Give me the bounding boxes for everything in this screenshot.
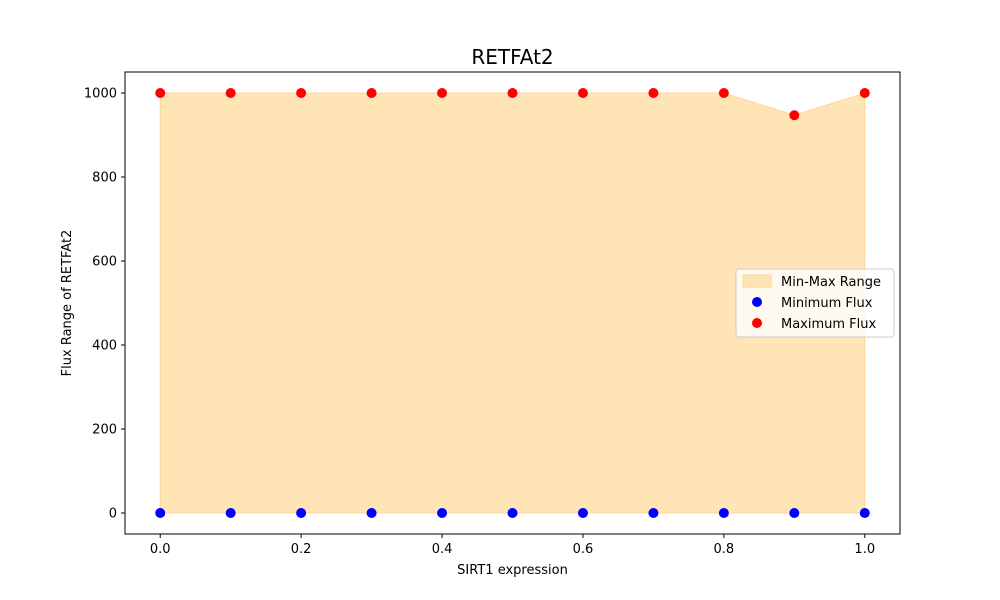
- y-tick-label: 600: [92, 255, 117, 270]
- maximum-flux-point: [155, 88, 166, 98]
- minimum-flux-point: [366, 508, 377, 518]
- x-tick-label: 0.2: [291, 542, 312, 557]
- y-tick-label: 800: [92, 171, 117, 186]
- maximum-flux-point: [225, 88, 236, 98]
- maximum-flux-point: [507, 88, 518, 98]
- minimum-flux-point: [296, 508, 307, 518]
- points-layer: [155, 88, 870, 518]
- x-tick-label: 0.6: [573, 542, 594, 557]
- legend: Min-Max Range Minimum Flux Maximum Flux: [735, 268, 895, 338]
- minimum-flux-point: [648, 508, 659, 518]
- y-tick-label: 200: [92, 423, 117, 438]
- plot-area-frame: [124, 71, 901, 535]
- y-axis-label: Flux Range of RETFAt2: [60, 230, 75, 377]
- minimum-flux-point: [859, 508, 870, 518]
- maximum-flux-point: [296, 88, 307, 98]
- legend-swatch-min-max-range: [742, 274, 772, 288]
- x-tick-label: 0.0: [150, 542, 171, 557]
- maximum-flux-point: [648, 88, 659, 98]
- legend-marker-minimum-flux: [752, 297, 762, 307]
- x-axis-label: SIRT1 expression: [457, 563, 568, 578]
- x-tick-label: 0.4: [432, 542, 453, 557]
- minimum-flux-point: [507, 508, 518, 518]
- minimum-flux-point: [718, 508, 729, 518]
- maximum-flux-point: [577, 88, 588, 98]
- maximum-flux-point: [859, 88, 870, 98]
- maximum-flux-point: [718, 88, 729, 98]
- y-tick-label: 400: [92, 339, 117, 354]
- minimum-flux-point: [437, 508, 448, 518]
- y-axis: 0 200 400 600 800 1000: [84, 87, 125, 522]
- legend-box: [735, 268, 895, 338]
- x-tick-label: 1.0: [854, 542, 875, 557]
- maximum-flux-point: [366, 88, 377, 98]
- legend-label-minimum-flux: Minimum Flux: [781, 296, 873, 311]
- chart-title: RETFAt2: [471, 45, 553, 69]
- legend-label-maximum-flux: Maximum Flux: [781, 317, 877, 332]
- y-tick-label: 1000: [84, 87, 117, 102]
- y-tick-label: 0: [109, 507, 117, 522]
- maximum-flux-point: [789, 110, 800, 121]
- legend-label-min-max-range: Min-Max Range: [781, 275, 881, 290]
- minimum-flux-point: [155, 508, 166, 518]
- legend-marker-maximum-flux: [752, 318, 762, 328]
- x-tick-label: 0.8: [714, 542, 735, 557]
- x-axis: 0.0 0.2 0.4 0.6 0.8 1.0: [150, 534, 875, 557]
- minimum-flux-point: [789, 508, 800, 518]
- maximum-flux-point: [437, 88, 448, 98]
- minimum-flux-point: [225, 508, 236, 518]
- minimum-flux-point: [577, 508, 588, 518]
